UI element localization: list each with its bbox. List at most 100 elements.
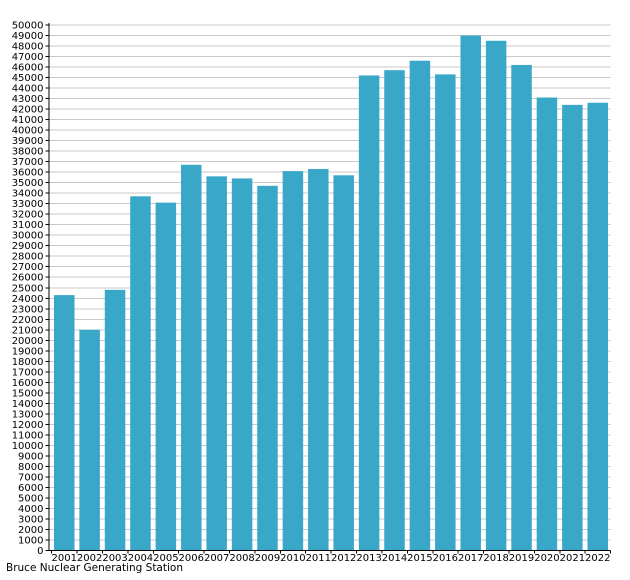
y-tick-label: 3000 <box>18 514 43 525</box>
y-tick-label: 49000 <box>12 31 44 42</box>
bar-2005 <box>155 202 177 551</box>
x-tick-label: 2007 <box>204 553 229 564</box>
x-tick-label: 2022 <box>585 553 610 564</box>
x-tick-label: 2006 <box>179 553 204 564</box>
x-tick-label: 2020 <box>534 553 559 564</box>
bar-2022 <box>587 102 608 551</box>
bars <box>54 35 608 551</box>
y-tick-label: 32000 <box>12 210 44 221</box>
bar-2019 <box>511 64 532 551</box>
y-tick-label: 41000 <box>12 115 44 126</box>
x-tick-label: 2013 <box>356 553 381 564</box>
bar-2016 <box>435 74 456 551</box>
chart-caption: Bruce Nuclear Generating Station <box>6 562 183 574</box>
bar-2001 <box>54 295 75 551</box>
y-tick-label: 4000 <box>18 504 43 515</box>
y-tick-label: 45000 <box>12 73 44 84</box>
y-tick-label: 39000 <box>12 136 44 147</box>
y-tick-label: 44000 <box>12 84 44 95</box>
x-axis-labels: 2001 2002 2003 2004 2005 2006 2007 2008 2009 2010… <box>51 550 612 564</box>
y-tick-label: 12000 <box>12 420 44 431</box>
y-tick-label: 8000 <box>18 462 43 473</box>
y-axis-labels: 0100020003000400050006000700080009000100… <box>12 21 49 557</box>
bar-2002 <box>79 329 100 551</box>
x-tick-label: 2019 <box>509 553 534 564</box>
y-tick-label: 9000 <box>18 451 43 462</box>
y-tick-label: 16000 <box>12 378 44 389</box>
y-tick-label: 2000 <box>18 525 43 536</box>
x-tick-label: 2012 <box>331 553 356 564</box>
bar-2004 <box>130 196 151 551</box>
x-tick-label: 2009 <box>255 553 280 564</box>
y-tick-label: 10000 <box>12 441 44 452</box>
x-tick-label: 2017 <box>458 553 483 564</box>
bar-2003 <box>104 289 126 551</box>
bar-2014 <box>384 70 405 551</box>
bar-2020 <box>536 97 558 551</box>
x-tick-label: 2021 <box>560 553 585 564</box>
y-tick-label: 27000 <box>12 262 44 273</box>
bar-2007 <box>206 176 227 551</box>
bar-2021 <box>562 104 583 551</box>
x-tick-label: 2018 <box>483 553 508 564</box>
x-tick-label: 2015 <box>407 553 432 564</box>
y-tick-label: 22000 <box>12 315 44 326</box>
y-tick-label: 33000 <box>12 199 44 210</box>
y-tick-label: 6000 <box>18 483 43 494</box>
y-tick-label: 50000 <box>12 21 44 32</box>
x-tick-label: 2002 <box>77 553 102 564</box>
y-tick-label: 23000 <box>12 304 44 315</box>
y-tick-label: 14000 <box>12 399 44 410</box>
y-tick-label: 34000 <box>12 189 44 200</box>
y-tick-label: 15000 <box>12 388 44 399</box>
y-tick-label: 42000 <box>12 105 44 116</box>
x-tick-label: 2008 <box>229 553 254 564</box>
x-tick-label: 2016 <box>433 553 458 564</box>
x-tick-label: 2005 <box>153 553 178 564</box>
y-tick-label: 36000 <box>12 168 44 179</box>
y-tick-label: 31000 <box>12 220 44 231</box>
y-tick-label: 43000 <box>12 94 44 105</box>
bar-2011 <box>308 168 329 551</box>
bar-2006 <box>181 164 202 551</box>
x-tick-label: 2014 <box>382 553 407 564</box>
bar-2013 <box>358 75 380 551</box>
x-tick-label: 2001 <box>52 553 77 564</box>
y-tick-label: 48000 <box>12 42 44 53</box>
x-tick-label: 2010 <box>280 553 305 564</box>
y-tick-label: 30000 <box>12 231 44 242</box>
bar-2009 <box>257 185 278 551</box>
y-tick-label: 25000 <box>12 283 44 294</box>
bar-2010 <box>282 171 304 551</box>
y-tick-label: 24000 <box>12 294 44 305</box>
bar-2012 <box>333 175 354 551</box>
x-tick-label: 2011 <box>306 553 331 564</box>
y-tick-label: 28000 <box>12 252 44 263</box>
y-tick-label: 17000 <box>12 367 44 378</box>
y-tick-label: 1000 <box>18 535 43 546</box>
y-tick-label: 46000 <box>12 63 44 74</box>
y-tick-label: 29000 <box>12 241 44 252</box>
y-tick-label: 47000 <box>12 52 44 63</box>
bar-2018 <box>485 40 507 551</box>
y-tick-label: 40000 <box>12 126 44 137</box>
y-tick-label: 37000 <box>12 157 44 168</box>
y-tick-label: 13000 <box>12 409 44 420</box>
bar-2017 <box>460 35 481 551</box>
y-tick-label: 20000 <box>12 336 44 347</box>
y-tick-label: 21000 <box>12 325 44 336</box>
bar-2015 <box>409 60 431 551</box>
y-tick-label: 0 <box>37 546 43 557</box>
axes <box>48 23 611 552</box>
y-tick-label: 19000 <box>12 346 44 357</box>
bar-2008 <box>231 178 253 551</box>
y-tick-label: 26000 <box>12 273 44 284</box>
y-tick-label: 38000 <box>12 147 44 158</box>
y-tick-label: 5000 <box>18 493 43 504</box>
y-tick-label: 18000 <box>12 357 44 368</box>
y-tick-label: 7000 <box>18 472 43 483</box>
y-tick-label: 35000 <box>12 178 44 189</box>
x-tick-label: 2004 <box>128 553 153 564</box>
